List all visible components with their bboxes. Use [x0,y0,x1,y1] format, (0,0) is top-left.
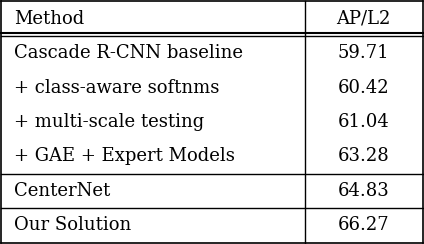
Text: Method: Method [14,10,84,28]
Text: 66.27: 66.27 [338,216,390,234]
Text: 64.83: 64.83 [338,182,390,200]
Text: 61.04: 61.04 [338,113,390,131]
Text: AP/L2: AP/L2 [337,10,391,28]
Text: + class-aware softnms: + class-aware softnms [14,79,219,97]
Text: 59.71: 59.71 [338,44,390,62]
Text: 60.42: 60.42 [338,79,390,97]
Text: 63.28: 63.28 [338,147,390,165]
Text: + multi-scale testing: + multi-scale testing [14,113,204,131]
Text: Cascade R-CNN baseline: Cascade R-CNN baseline [14,44,243,62]
Text: Our Solution: Our Solution [14,216,131,234]
Text: CenterNet: CenterNet [14,182,110,200]
Text: + GAE + Expert Models: + GAE + Expert Models [14,147,235,165]
